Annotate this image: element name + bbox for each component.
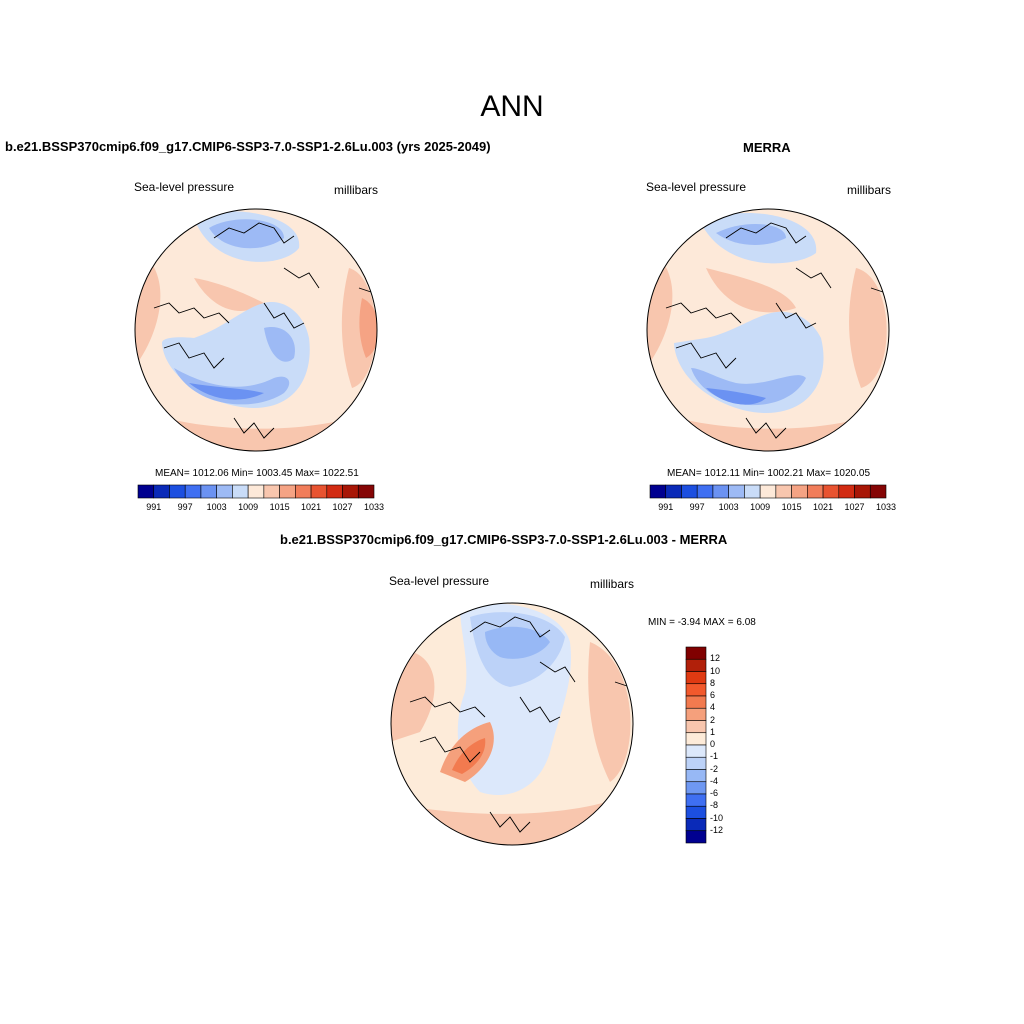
colorbar-difference-swatch bbox=[685, 830, 707, 844]
colorbar-merra-swatch bbox=[649, 484, 667, 499]
polar-map-model bbox=[134, 208, 378, 452]
panel-2-title: MERRA bbox=[743, 140, 791, 155]
polar-map-merra bbox=[646, 208, 890, 452]
colorbar-difference-tick-label: 8 bbox=[710, 677, 716, 688]
colorbar-model-ticks: 991 997 1003 1009 1015 1021 1027 1033 bbox=[138, 502, 384, 514]
colorbar-model-swatch bbox=[326, 484, 343, 499]
colorbar-model-tick-label: 1015 bbox=[269, 502, 290, 512]
colorbar-merra-tick-label: 1009 bbox=[750, 502, 771, 512]
panel-2-variable: Sea-level pressure bbox=[646, 180, 747, 194]
colorbar-merra-swatch bbox=[665, 484, 682, 499]
colorbar-difference-swatch bbox=[685, 695, 707, 709]
panel-2-stats: MEAN= 1012.11 Min= 1002.21 Max= 1020.05 bbox=[667, 468, 871, 479]
colorbar-model-swatch bbox=[357, 484, 375, 499]
colorbar-merra-tick-label: 1015 bbox=[781, 502, 802, 512]
colorbar-model-swatch bbox=[169, 484, 186, 499]
polar-map-difference bbox=[390, 602, 634, 846]
colorbar-difference-swatch bbox=[685, 683, 707, 697]
colorbar-model-swatch bbox=[295, 484, 312, 499]
colorbar-merra-tick-label: 1021 bbox=[813, 502, 834, 512]
colorbar-merra-swatch bbox=[869, 484, 887, 499]
colorbar-model-swatch bbox=[342, 484, 359, 499]
colorbar-difference-tick-label: -1 bbox=[710, 751, 719, 762]
colorbar-difference-swatch bbox=[685, 732, 707, 746]
colorbar-merra bbox=[649, 484, 887, 499]
colorbar-model-swatch bbox=[216, 484, 233, 499]
colorbar-difference-ticks: 12 10 8 6 4 2 1 0 -1 -2 -4 -6 -8 -10 -12 bbox=[710, 647, 740, 843]
colorbar-difference-tick-label: -10 bbox=[710, 812, 724, 823]
panel-3-stats: MIN = -3.94 MAX = 6.08 bbox=[648, 617, 756, 628]
colorbar-difference-swatch bbox=[685, 805, 707, 819]
panel-2-units: millibars bbox=[847, 183, 892, 197]
colorbar-difference-tick-label: -4 bbox=[710, 775, 719, 786]
colorbar-model-tick-label: 1003 bbox=[206, 502, 227, 512]
colorbar-merra-swatch bbox=[807, 484, 824, 499]
colorbar-difference-tick-label: 6 bbox=[710, 690, 716, 700]
colorbar-model-swatch bbox=[137, 484, 155, 499]
colorbar-merra-ticks: 991 997 1003 1009 1015 1021 1027 1033 bbox=[650, 502, 896, 514]
panel-1-units: millibars bbox=[334, 183, 379, 197]
colorbar-merra-swatch bbox=[696, 484, 714, 499]
colorbar-difference-swatch bbox=[685, 818, 707, 832]
colorbar-difference-swatch bbox=[685, 744, 707, 758]
colorbar-difference-tick-label: 0 bbox=[710, 739, 716, 749]
colorbar-merra-swatch bbox=[775, 484, 792, 499]
colorbar-model-tick-label: 1009 bbox=[238, 502, 259, 512]
panel-1-title: b.e21.BSSP370cmip6.f09_g17.CMIP6-SSP3-7.… bbox=[5, 139, 491, 154]
colorbar-model-swatch bbox=[184, 484, 202, 499]
colorbar-model bbox=[137, 484, 375, 499]
colorbar-difference-tick-label: -6 bbox=[710, 788, 719, 798]
colorbar-merra-tick-label: 1033 bbox=[875, 502, 897, 512]
page-title: ANN bbox=[480, 90, 544, 123]
colorbar-merra-tick-label: 991 bbox=[658, 502, 674, 512]
colorbar-difference bbox=[685, 646, 707, 844]
panel-3-title: b.e21.BSSP370cmip6.f09_g17.CMIP6-SSP3-7.… bbox=[280, 532, 728, 547]
colorbar-difference-tick-label: -2 bbox=[710, 763, 719, 774]
colorbar-difference-swatch bbox=[685, 756, 707, 770]
colorbar-model-tick-label: 991 bbox=[146, 502, 162, 512]
colorbar-merra-swatch bbox=[838, 484, 855, 499]
colorbar-merra-swatch bbox=[681, 484, 698, 499]
colorbar-merra-swatch bbox=[759, 484, 777, 499]
colorbar-merra-swatch bbox=[854, 484, 871, 499]
colorbar-difference-tick-label: 12 bbox=[710, 653, 721, 664]
colorbar-difference-tick-label: 10 bbox=[710, 665, 721, 676]
colorbar-difference-tick-label: 1 bbox=[710, 726, 716, 737]
colorbar-model-tick-label: 1033 bbox=[363, 502, 385, 512]
colorbar-merra-swatch bbox=[822, 484, 840, 499]
colorbar-merra-tick-label: 1003 bbox=[718, 502, 739, 512]
colorbar-merra-swatch bbox=[791, 484, 808, 499]
panel-3-variable: Sea-level pressure bbox=[389, 574, 490, 588]
panel-1-stats: MEAN= 1012.06 Min= 1003.45 Max= 1022.51 bbox=[155, 468, 359, 479]
colorbar-model-swatch bbox=[263, 484, 280, 499]
colorbar-difference-swatch bbox=[685, 646, 707, 660]
colorbar-difference-swatch bbox=[685, 671, 707, 685]
colorbar-merra-swatch bbox=[728, 484, 745, 499]
colorbar-difference-tick-label: 2 bbox=[710, 714, 716, 725]
colorbar-model-swatch bbox=[247, 484, 265, 499]
colorbar-difference-swatch bbox=[685, 793, 707, 807]
colorbar-model-swatch bbox=[232, 484, 249, 499]
colorbar-model-tick-label: 997 bbox=[177, 502, 193, 512]
colorbar-difference-swatch bbox=[685, 769, 707, 783]
colorbar-difference-tick-label: 4 bbox=[710, 702, 716, 713]
colorbar-model-swatch bbox=[200, 484, 217, 499]
colorbar-merra-swatch bbox=[712, 484, 729, 499]
panel-1-variable: Sea-level pressure bbox=[134, 180, 235, 194]
colorbar-difference-tick-label: -12 bbox=[710, 824, 724, 835]
colorbar-merra-tick-label: 1027 bbox=[844, 502, 865, 512]
colorbar-difference-swatch bbox=[685, 781, 707, 795]
colorbar-model-swatch bbox=[153, 484, 170, 499]
colorbar-difference-tick-label: -8 bbox=[710, 800, 719, 811]
colorbar-difference-swatch bbox=[685, 707, 707, 721]
colorbar-merra-tick-label: 997 bbox=[689, 502, 705, 512]
colorbar-model-tick-label: 1027 bbox=[332, 502, 353, 512]
colorbar-difference-swatch bbox=[685, 720, 707, 734]
panel-3-units: millibars bbox=[590, 577, 635, 591]
colorbar-model-swatch bbox=[279, 484, 296, 499]
colorbar-model-swatch bbox=[310, 484, 328, 499]
colorbar-merra-swatch bbox=[744, 484, 761, 499]
colorbar-model-tick-label: 1021 bbox=[301, 502, 322, 512]
colorbar-difference-swatch bbox=[685, 658, 707, 672]
